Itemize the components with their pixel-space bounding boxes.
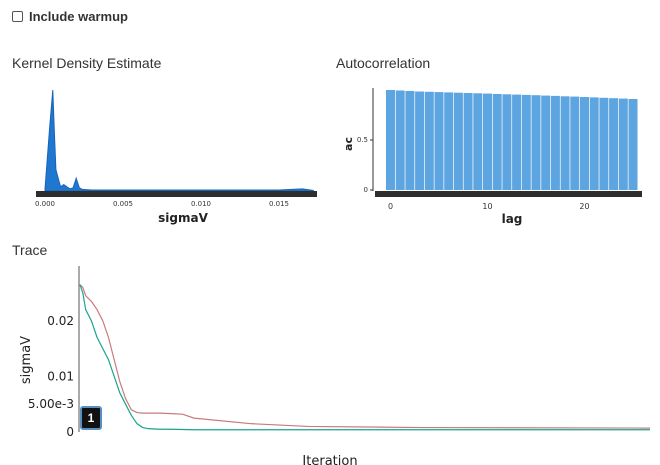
ac-x-axis-bar: [375, 191, 642, 197]
ac-bar: [434, 92, 444, 190]
kde-x-tick-label: 0.010: [191, 200, 211, 208]
ac-bar: [492, 94, 502, 190]
ac-y-tick-label: 0: [364, 186, 368, 194]
kde-density-path: [44, 89, 314, 192]
ac-bar: [415, 91, 425, 190]
ac-x-tick-label: 10: [482, 202, 492, 211]
ac-x-ticks: 0 10 20: [388, 202, 590, 211]
ac-bar: [395, 90, 405, 190]
ac-y-axis-label: ac: [342, 137, 355, 151]
autocorrelation-chart: 00.5 ac 0 10 20 lag: [342, 88, 642, 226]
kde-density-area: [44, 89, 314, 192]
ac-bar: [473, 93, 483, 190]
trace-y-tick-label: 0.01: [47, 369, 74, 383]
ac-bar: [444, 92, 454, 190]
include-warmup-checkbox[interactable]: [12, 11, 23, 22]
kde-x-axis-label: sigmaV: [158, 211, 208, 225]
ac-bar: [386, 90, 395, 190]
trace-series-line: [79, 284, 650, 431]
ac-bar: [521, 94, 531, 190]
ac-y-ticks: 00.5: [357, 136, 373, 194]
ac-bar: [609, 98, 619, 190]
ac-bar: [618, 98, 628, 190]
kde-x-tick-label: 0.005: [113, 200, 133, 208]
include-warmup-toggle[interactable]: Include warmup: [12, 9, 128, 24]
trace-x-axis-label: Iteration: [302, 454, 357, 465]
ac-bar: [599, 97, 609, 190]
ac-bar: [502, 94, 512, 190]
trace-series-line: [79, 284, 651, 429]
chain-badge[interactable]: 1: [80, 406, 102, 430]
kde-x-tick-label: 0.000: [35, 200, 55, 208]
ac-x-tick-label: 0: [388, 202, 393, 211]
ac-bar: [550, 95, 560, 190]
ac-bar: [560, 96, 570, 190]
ac-bar: [570, 96, 580, 190]
ac-bar: [580, 97, 589, 190]
trace-y-tick-label: 5.00e-3: [28, 397, 74, 411]
ac-bar: [531, 95, 541, 190]
ac-x-axis-label: lag: [502, 212, 523, 226]
ac-y-tick-label: 0.5: [357, 136, 368, 144]
ac-bar: [589, 97, 599, 190]
trace-y-tick-label: 0.02: [47, 314, 74, 328]
trace-lines: [79, 284, 651, 431]
ac-bar: [453, 92, 463, 190]
ac-x-tick-label: 20: [579, 202, 589, 211]
kde-x-axis-bar: [36, 191, 317, 197]
trace-y-ticks: 0 5.00e-3 0.01 0.02: [28, 314, 74, 439]
ac-bar: [483, 93, 492, 190]
ac-bar: [463, 93, 473, 190]
ac-bar: [405, 91, 415, 190]
kde-x-tick-label: 0.015: [269, 200, 289, 208]
ac-bar: [512, 94, 522, 190]
autocorrelation-title: Autocorrelation: [336, 55, 431, 71]
trace-chart: 0 5.00e-3 0.01 0.02 sigmaV Iteration: [19, 266, 651, 465]
ac-bar: [541, 95, 551, 190]
kde-chart: 0.000 0.005 0.010 0.015 sigmaV: [35, 89, 317, 225]
ac-bars: [386, 90, 638, 190]
kde-x-ticks: 0.000 0.005 0.010 0.015: [35, 200, 289, 208]
ac-bar: [424, 91, 434, 190]
trace-y-tick-label: 0: [66, 425, 74, 439]
ac-bar: [628, 99, 638, 190]
kde-title: Kernel Density Estimate: [12, 55, 162, 71]
trace-title: Trace: [12, 242, 48, 258]
include-warmup-label: Include warmup: [29, 9, 128, 24]
trace-y-axis-label: sigmaV: [19, 336, 34, 384]
